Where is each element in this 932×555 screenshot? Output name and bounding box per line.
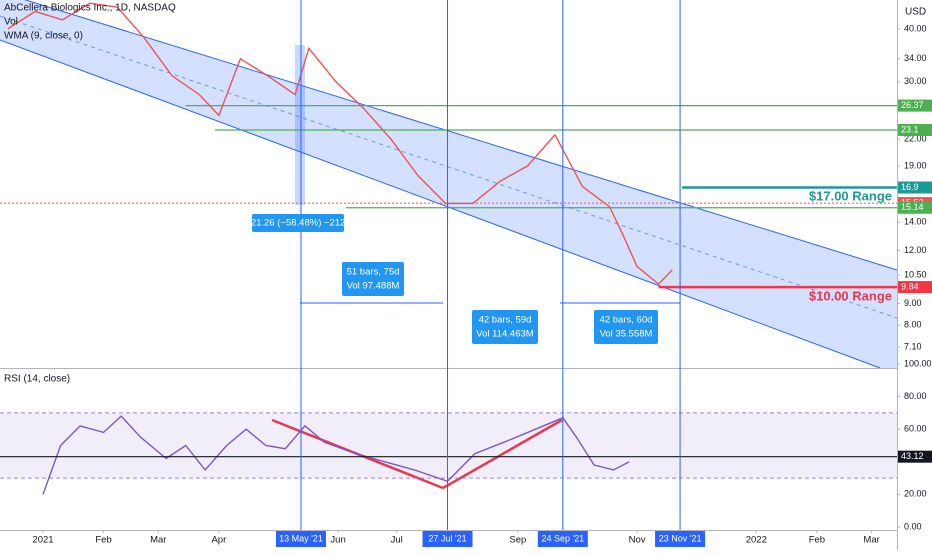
wma-legend: WMA (9, close, 0) (4, 31, 83, 42)
y-tick-label: 80.00 (904, 391, 927, 401)
measure-text: Vol 35.558M (600, 329, 653, 340)
marker-label: 27 Jul '21 (428, 533, 466, 543)
measure-drop (295, 45, 305, 205)
measure-text: Vol 97.488M (347, 281, 400, 292)
level-label-box (898, 281, 932, 294)
currency: USD (905, 7, 926, 18)
measure-text: 51 bars, 75d (347, 267, 400, 278)
x-tick-label: Apr (211, 535, 226, 546)
measure-box (342, 262, 404, 296)
rsi-trendline (442, 418, 563, 490)
rsi-current-box (898, 450, 932, 463)
range-label: $17.00 Range (809, 188, 892, 203)
x-tick-label: Feb (809, 535, 825, 546)
y-tick-label: 34.00 (904, 53, 927, 63)
level-label-box (898, 123, 932, 136)
marker-box (537, 531, 588, 547)
y-tick-label: 20.00 (904, 489, 927, 499)
level-label: 16.9 (901, 182, 919, 192)
level-label: 9.84 (901, 281, 919, 291)
level-label-box (898, 201, 932, 214)
channel-fill (0, 0, 897, 368)
y-tick-label: 8.00 (904, 320, 922, 330)
marker-label: 23 Nov '21 (659, 533, 702, 543)
rsi-legend: RSI (14, close) (4, 374, 70, 385)
marker-box (422, 531, 473, 547)
x-tick-label: Jul (391, 535, 403, 546)
measure-box (594, 310, 658, 344)
measure-box (472, 310, 538, 344)
x-tick-label: Mar (150, 535, 166, 546)
x-tick-label: 2022 (746, 535, 767, 546)
x-tick-label: Nov (629, 535, 646, 546)
y-tick-label: 100.00 (904, 358, 932, 368)
level-label-box (898, 181, 932, 194)
x-tick-label: Feb (95, 535, 111, 546)
vol-legend: Vol (4, 17, 18, 28)
x-tick-label: Sep (509, 535, 526, 546)
rsi-band (0, 412, 897, 479)
x-tick-label: 2021 (32, 535, 53, 546)
level-label-box (898, 99, 932, 112)
y-tick-label: 0.00 (904, 521, 922, 531)
y-tick-label: 22.00 (904, 133, 927, 143)
marker-label: 24 Sep '21 (541, 533, 584, 543)
marker-label: 13 May '21 (279, 533, 323, 543)
channel-lower (0, 39, 881, 369)
range-label: $10.00 Range (809, 288, 892, 303)
channel-mid (0, 15, 898, 319)
marker-box (655, 531, 706, 547)
y-tick-label: 30.00 (904, 76, 927, 86)
channel-upper (24, 0, 898, 271)
series-line (42, 415, 630, 495)
measure-text: −21.26 (−58.48%) −2126 (245, 218, 350, 229)
rsi-current-label: 43.12 (901, 451, 924, 461)
measure-text: 42 bars, 60d (600, 315, 653, 326)
measure-text: Vol 114.463M (476, 329, 533, 340)
series-line (7, 2, 673, 286)
level-label: 26.37 (901, 100, 924, 110)
y-tick-label: 40.00 (904, 23, 927, 33)
y-tick-label: 10.50 (904, 270, 927, 280)
y-tick-label: 9.00 (904, 298, 922, 308)
y-tick-label: 14.00 (904, 217, 927, 227)
level-label: 23.1 (901, 124, 919, 134)
y-tick-label: 60.00 (904, 424, 927, 434)
y-tick-label: 19.00 (904, 160, 927, 170)
x-tick-label: Mar (863, 535, 879, 546)
marker-box (275, 531, 326, 547)
level-label: 15.14 (901, 202, 924, 212)
y-tick-label: 7.10 (904, 342, 922, 352)
measure-text: 42 bars, 59d (479, 315, 532, 326)
symbol-title: AbCellera Biologics Inc., 1D, NASDAQ (4, 3, 176, 14)
y-tick-label: 12.00 (904, 245, 927, 255)
measure-box (252, 214, 344, 232)
x-tick-label: Jun (330, 535, 345, 546)
